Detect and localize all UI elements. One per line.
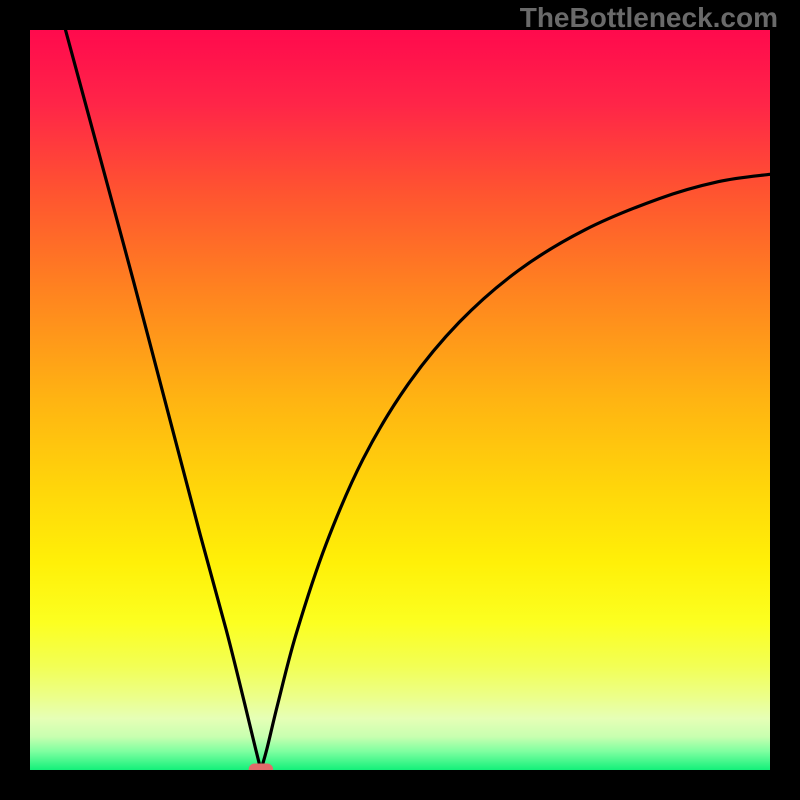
gradient-background [30, 30, 770, 770]
watermark-text: TheBottleneck.com [520, 2, 778, 34]
bottleneck-chart-svg [0, 0, 800, 800]
chart-frame: TheBottleneck.com [0, 0, 800, 800]
